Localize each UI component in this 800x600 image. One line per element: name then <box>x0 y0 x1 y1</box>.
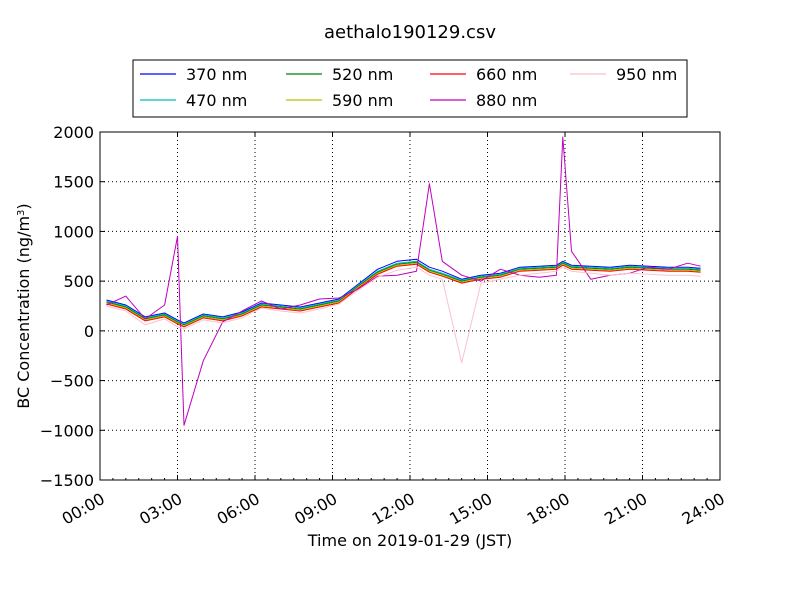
x-tick-label: 00:00 <box>59 489 108 529</box>
series-line-470-nm <box>106 260 701 325</box>
x-tick-label: 12:00 <box>369 489 418 529</box>
y-tick-label: −1000 <box>40 421 94 440</box>
series-line-880-nm <box>106 136 701 426</box>
y-tick-labels: 2000 1500 1000 500 0 −500 −1000 −1500 <box>40 123 94 490</box>
y-axis-label-base: BC Concentration (ng/m <box>14 216 33 409</box>
y-tick-label: 0 <box>84 322 94 341</box>
x-tick-label: 09:00 <box>291 489 340 529</box>
ticks <box>99 131 721 481</box>
legend-label: 950 nm <box>616 65 677 84</box>
y-tick-label: 1000 <box>53 222 94 241</box>
x-axis-label: Time on 2019-01-29 (JST) <box>307 531 512 550</box>
legend-box <box>132 59 688 118</box>
y-axis-label: BC Concentration (ng/m3) <box>14 203 33 408</box>
grid <box>100 132 720 480</box>
legend-label: 370 nm <box>186 65 247 84</box>
series-line-660-nm <box>106 263 701 328</box>
y-axis-label-sup: 3 <box>16 210 27 216</box>
x-tick-label: 18:00 <box>524 489 573 529</box>
series-line-520-nm <box>106 261 701 326</box>
x-tick-label: 21:00 <box>601 489 650 529</box>
y-tick-label: 1500 <box>53 173 94 192</box>
legend-label: 470 nm <box>186 91 247 110</box>
series-line-950-nm <box>106 266 701 364</box>
legend-label: 520 nm <box>332 65 393 84</box>
x-tick-label: 06:00 <box>214 489 263 529</box>
y-axis-label-tail: ) <box>14 203 33 209</box>
legend-label: 590 nm <box>332 91 393 110</box>
x-tick-label: 15:00 <box>446 489 495 529</box>
y-tick-label: 500 <box>63 272 94 291</box>
series-line-370-nm <box>106 258 701 324</box>
y-tick-label: 2000 <box>53 123 94 142</box>
x-tick-labels: 00:00 03:00 06:00 09:00 12:00 15:00 18:00 21:00… <box>59 489 728 529</box>
x-tick-label: 24:00 <box>679 489 728 529</box>
legend-label: 660 nm <box>476 65 537 84</box>
x-tick-label: 03:00 <box>136 489 185 529</box>
y-tick-label: −1500 <box>40 471 94 490</box>
chart-title: aethalo190129.csv <box>324 22 496 43</box>
legend-label: 880 nm <box>476 91 537 110</box>
y-tick-label: −500 <box>50 372 94 391</box>
legend: 370 nm 470 nm 520 nm 590 nm 660 nm 880 nm 950 … <box>132 59 688 118</box>
series-layer <box>106 136 701 426</box>
series-line-590-nm <box>106 262 701 327</box>
